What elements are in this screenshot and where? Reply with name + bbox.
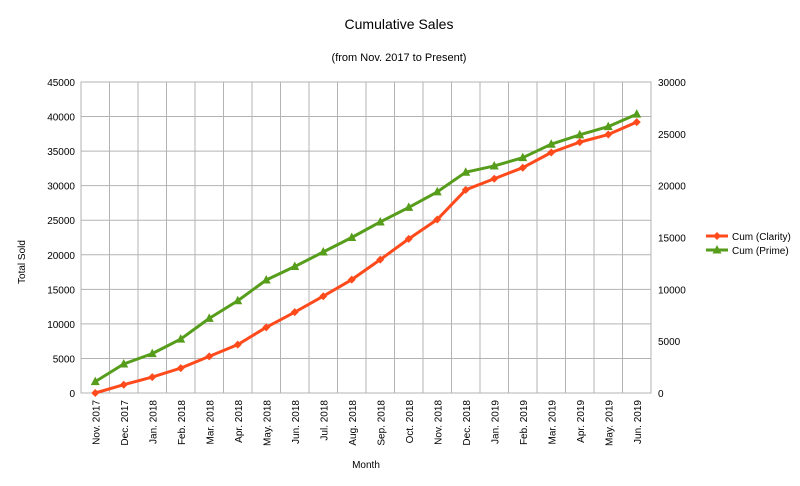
x-tick-label: May. 2019 [604,400,615,446]
data-point-triangle [432,186,442,196]
data-point-triangle [119,358,129,368]
data-point-diamond [547,148,556,157]
data-point-diamond [490,174,499,183]
data-point-diamond [347,275,356,284]
data-point-diamond [176,364,185,373]
data-point-diamond [632,118,641,127]
data-point-diamond [376,255,385,264]
x-tick-label: Mar. 2018 [205,400,216,445]
y2-tick-label: 0 [658,389,664,400]
y-tick-label: 5000 [53,354,76,365]
y2-tick-label: 30000 [658,78,686,89]
legend: Cum (Clarity) Cum (Prime) [706,232,791,257]
legend-item: Cum (Clarity) [706,232,791,243]
x-tick-label: Apr. 2018 [234,400,245,443]
y-tick-label: 40000 [47,113,75,124]
data-point-diamond [148,373,157,382]
y2-tick-label: 15000 [658,234,686,245]
y-tick-label: 35000 [47,147,75,158]
data-point-triangle [518,152,528,162]
x-tick-label: Jun. 2018 [291,400,302,444]
y-tick-label: 45000 [47,78,75,89]
data-point-triangle [90,376,100,386]
y-tick-label: 25000 [47,216,75,227]
plot-area-border [80,81,652,394]
x-tick-label: Jan. 2018 [148,400,159,444]
x-tick-label: Jun. 2019 [633,400,644,444]
x-tick-label: Mar. 2019 [547,400,558,445]
data-point-diamond [290,308,299,317]
data-point-diamond [319,292,328,301]
data-point-triangle [603,121,613,131]
series-line [94,120,638,395]
series-layer [90,109,642,397]
y2-tick-label: 25000 [658,130,686,141]
data-point-triangle [261,275,271,284]
data-point-triangle [147,348,157,358]
data-point-triangle [347,232,357,241]
series-cum-prime [90,109,642,386]
x-tick-label: Jan. 2019 [490,400,501,444]
series-cum-clarity [91,118,641,397]
legend-label: Cum (Prime) [732,246,789,257]
x-tick-label: Feb. 2019 [519,400,530,445]
x-tick-label: Aug. 2018 [348,400,359,446]
data-point-triangle [318,247,328,256]
y-tick-label: 15000 [47,285,75,296]
x-tick-label: Apr. 2019 [576,400,587,443]
x-axis-ticks: Nov. 2017 Dec. 2017 Jan. 2018 Feb. 2018 Mar.… [91,400,644,446]
right-y-axis-ticks: 0 5000 10000 15000 20000 25000 30000 [658,78,686,400]
x-tick-label: Oct. 2018 [405,400,416,444]
chart-title: Cumulative Sales [345,16,454,32]
data-point-triangle [712,245,722,254]
data-point-diamond [262,323,271,332]
y2-tick-label: 10000 [658,285,686,296]
series-line [94,112,638,383]
data-point-triangle [404,202,414,211]
data-point-triangle [204,313,214,322]
data-point-diamond [518,163,527,172]
grid-lines [80,81,652,394]
y-tick-label: 30000 [47,182,75,193]
x-tick-label: Feb. 2018 [177,400,188,445]
data-point-triangle [176,334,186,343]
data-point-triangle [632,109,642,118]
data-point-triangle [489,160,499,170]
x-tick-label: Sep. 2018 [376,400,387,446]
data-point-diamond [461,185,470,194]
data-point-diamond [119,380,128,389]
x-tick-label: Jul. 2018 [319,400,330,441]
y-tick-label: 20000 [47,251,75,262]
data-point-triangle [233,295,243,305]
left-y-axis-ticks: 0 5000 10000 15000 20000 25000 30000 35000 40000… [47,78,75,400]
data-point-triangle [461,167,471,176]
legend-label: Cum (Clarity) [732,232,791,243]
y-axis-label: Total Sold [17,240,28,284]
data-point-triangle [290,261,300,271]
data-point-triangle [546,139,556,148]
y-tick-label: 10000 [47,320,75,331]
chart-subtitle: (from Nov. 2017 to Present) [332,52,467,64]
y2-tick-label: 20000 [658,182,686,193]
y2-tick-label: 5000 [658,337,681,348]
x-tick-label: Nov. 2017 [91,400,102,445]
data-point-diamond [404,234,413,243]
x-tick-label: Dec. 2018 [462,400,473,446]
data-point-diamond [433,215,442,224]
data-point-diamond [205,352,214,361]
legend-item: Cum (Prime) [706,245,789,257]
x-tick-label: May. 2018 [262,400,273,446]
data-point-diamond [575,138,584,147]
data-point-diamond [713,232,721,240]
data-point-triangle [375,216,385,226]
x-tick-label: Nov. 2018 [433,400,444,445]
data-point-diamond [233,340,242,349]
data-point-diamond [91,389,100,397]
x-tick-label: Dec. 2017 [120,400,131,446]
data-point-triangle [575,129,585,139]
data-point-diamond [604,130,613,139]
x-axis-label: Month [352,460,380,471]
y-tick-label: 0 [69,389,75,400]
